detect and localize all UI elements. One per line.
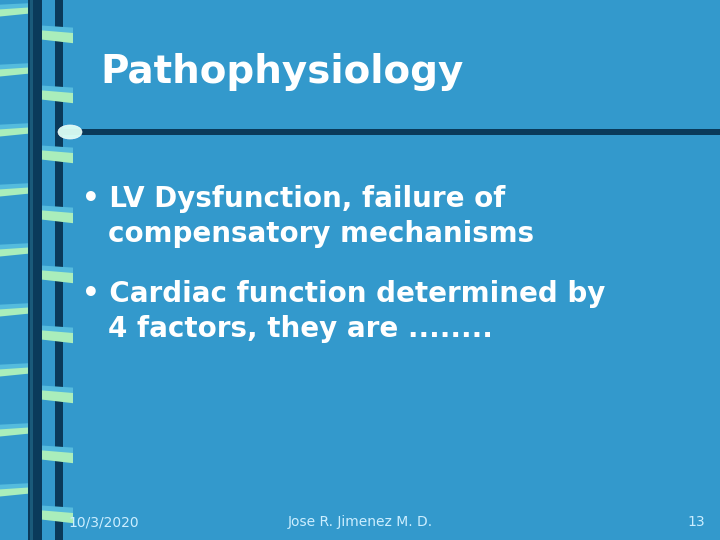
Polygon shape [37, 87, 73, 103]
Polygon shape [37, 387, 73, 403]
Polygon shape [0, 245, 33, 257]
Polygon shape [0, 363, 33, 369]
FancyBboxPatch shape [28, 0, 42, 540]
Polygon shape [0, 303, 33, 309]
Polygon shape [37, 507, 73, 523]
FancyBboxPatch shape [60, 129, 720, 135]
Polygon shape [37, 327, 73, 343]
FancyBboxPatch shape [55, 0, 63, 540]
Ellipse shape [58, 125, 82, 139]
Polygon shape [37, 207, 73, 223]
Polygon shape [0, 63, 33, 70]
Polygon shape [0, 5, 33, 17]
Text: 13: 13 [688, 515, 705, 529]
Polygon shape [37, 85, 73, 93]
Polygon shape [37, 25, 73, 33]
Polygon shape [37, 147, 73, 163]
Polygon shape [0, 485, 33, 497]
Polygon shape [0, 125, 33, 137]
Text: Jose R. Jimenez M. D.: Jose R. Jimenez M. D. [287, 515, 433, 529]
Text: • LV Dysfunction, failure of: • LV Dysfunction, failure of [82, 185, 505, 213]
Polygon shape [37, 205, 73, 213]
FancyBboxPatch shape [30, 0, 33, 540]
Polygon shape [37, 325, 73, 333]
Polygon shape [0, 183, 33, 190]
Polygon shape [37, 265, 73, 273]
FancyBboxPatch shape [28, 0, 42, 540]
FancyBboxPatch shape [68, 5, 720, 130]
Text: 4 factors, they are ........: 4 factors, they are ........ [108, 315, 493, 343]
Polygon shape [37, 505, 73, 513]
Text: compensatory mechanisms: compensatory mechanisms [108, 220, 534, 248]
Polygon shape [0, 65, 33, 77]
Polygon shape [0, 3, 33, 10]
Polygon shape [0, 305, 33, 317]
Polygon shape [0, 483, 33, 490]
Polygon shape [0, 123, 33, 130]
Text: • Cardiac function determined by: • Cardiac function determined by [82, 280, 606, 308]
Polygon shape [0, 425, 33, 437]
Polygon shape [37, 267, 73, 283]
Polygon shape [0, 423, 33, 430]
Text: Pathophysiology: Pathophysiology [100, 53, 464, 91]
Polygon shape [37, 145, 73, 153]
Text: 10/3/2020: 10/3/2020 [68, 515, 139, 529]
Polygon shape [37, 27, 73, 43]
Polygon shape [0, 365, 33, 377]
Polygon shape [0, 243, 33, 249]
Polygon shape [37, 445, 73, 453]
Polygon shape [0, 185, 33, 197]
Polygon shape [37, 447, 73, 463]
Polygon shape [37, 385, 73, 393]
